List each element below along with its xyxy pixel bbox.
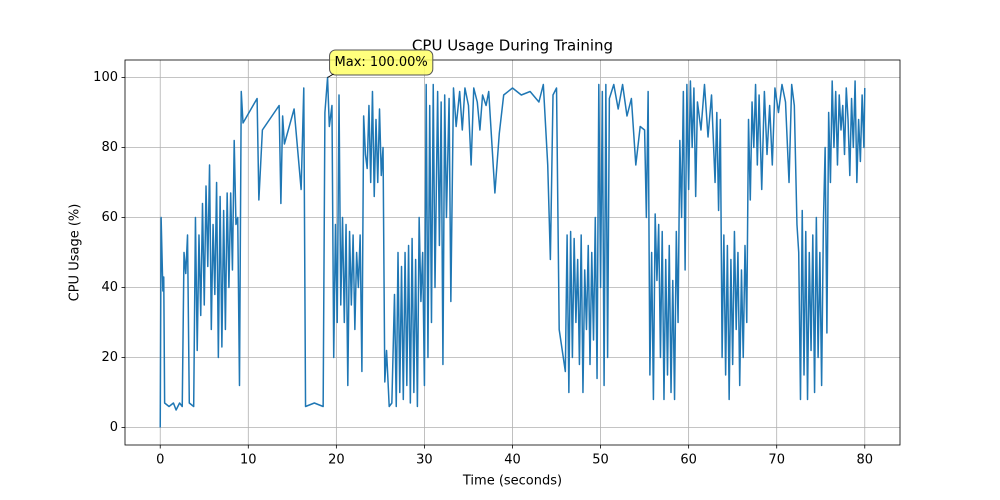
x-tick-label: 40 xyxy=(504,453,521,468)
y-tick-label: 20 xyxy=(101,350,118,365)
x-tick-label: 10 xyxy=(240,453,257,468)
x-tick-label: 30 xyxy=(416,453,433,468)
x-tick-label: 70 xyxy=(768,453,785,468)
data-line xyxy=(159,76,866,428)
x-tick-label: 0 xyxy=(156,453,164,468)
y-tick-label: 80 xyxy=(101,140,118,155)
x-tick-label: 60 xyxy=(680,453,697,468)
y-tick-label: 100 xyxy=(93,70,118,85)
x-tick-label: 80 xyxy=(856,453,873,468)
axes-frame xyxy=(124,59,901,446)
annotation-box xyxy=(329,49,434,76)
annotation-arrow xyxy=(327,73,334,78)
annotation-text: Max: 100.00% xyxy=(335,55,428,70)
y-axis-label: CPU Usage (%) xyxy=(68,204,83,302)
y-tick-label: 40 xyxy=(101,280,118,295)
chart-title: CPU Usage During Training xyxy=(412,37,613,55)
annotation: Max: 100.00% xyxy=(327,49,434,78)
x-tick-label: 50 xyxy=(592,453,609,468)
y-tick-label: 0 xyxy=(110,420,118,435)
x-axis-label: Time (seconds) xyxy=(462,474,562,489)
y-tick-label: 60 xyxy=(101,210,118,225)
x-tick-label: 20 xyxy=(328,453,345,468)
